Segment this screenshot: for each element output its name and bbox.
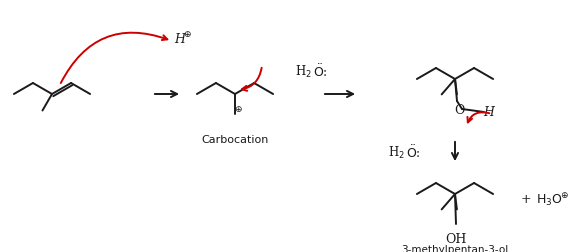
- Text: H: H: [484, 106, 494, 119]
- Text: 3-methylpentan-3-ol: 3-methylpentan-3-ol: [401, 244, 509, 252]
- Text: $\oplus$: $\oplus$: [234, 104, 242, 114]
- Text: H$_2$: H$_2$: [388, 144, 405, 161]
- Text: + $\,\rm H_3O$: + $\,\rm H_3O$: [520, 192, 563, 207]
- Text: $\oplus$: $\oplus$: [183, 29, 192, 39]
- Text: H$_2$: H$_2$: [295, 64, 312, 80]
- Text: O: O: [454, 103, 464, 116]
- Text: OH: OH: [445, 232, 467, 245]
- Text: H: H: [174, 32, 185, 45]
- Text: Carbocation: Carbocation: [202, 135, 268, 144]
- Text: $\oplus$: $\oplus$: [560, 189, 569, 199]
- Text: $\ddot{\rm O}$:: $\ddot{\rm O}$:: [406, 144, 420, 161]
- Text: $\ddot{\rm O}$:: $\ddot{\rm O}$:: [313, 64, 328, 80]
